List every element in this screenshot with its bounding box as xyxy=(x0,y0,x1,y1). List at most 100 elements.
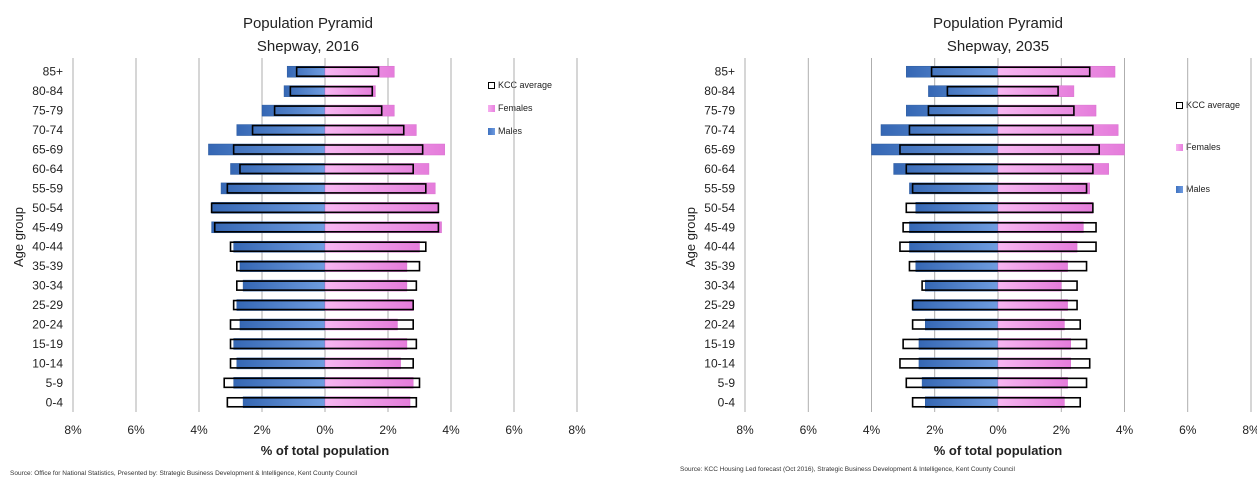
x-tick-label: 4% xyxy=(442,423,460,437)
bar-female xyxy=(324,124,417,136)
bar-kcc-average xyxy=(229,338,418,350)
bar-kcc-average xyxy=(213,221,440,233)
bar-kcc-average xyxy=(921,280,1078,291)
y-tick-label: 35-39 xyxy=(704,259,735,273)
bar-kcc-average xyxy=(210,202,440,214)
legend-swatch-kcc xyxy=(488,81,495,89)
bar-female xyxy=(324,318,398,331)
y-tick-label: 50-54 xyxy=(32,201,63,215)
y-tick-label: 15-19 xyxy=(704,337,735,351)
y-tick-label: 40-44 xyxy=(32,240,63,254)
bar-kcc-average xyxy=(911,396,1082,408)
y-tick-label: 60-64 xyxy=(704,162,735,176)
bar-kcc-average xyxy=(289,85,374,97)
bar-female xyxy=(997,124,1119,136)
bar-female xyxy=(324,279,408,292)
bar-female xyxy=(997,182,1090,195)
chart-panel-2016: Population Pyramid Shepway, 2016 KCC ave… xyxy=(0,0,620,479)
x-tick-label: 2% xyxy=(379,423,397,437)
legend-item-kcc: KCC average xyxy=(1176,95,1240,115)
x-tick-label: 2% xyxy=(253,423,271,437)
x-axis-label: % of total population xyxy=(934,443,1063,458)
chart-title-block: Population Pyramid Shepway, 2016 xyxy=(158,12,458,58)
y-tick-label: 25-29 xyxy=(704,298,735,312)
chart-title-block: Population Pyramid Shepway, 2035 xyxy=(848,12,1148,58)
legend-item-males: Males xyxy=(488,121,552,141)
bar-female xyxy=(997,260,1068,272)
y-tick-label: 60-64 xyxy=(32,162,63,176)
bar-female xyxy=(997,357,1071,370)
legend-label-kcc: KCC average xyxy=(498,80,553,90)
y-tick-label: 65-69 xyxy=(704,143,735,157)
bar-kcc-average xyxy=(911,319,1082,330)
chart-subtitle: Shepway, 2016 xyxy=(256,38,360,55)
legend-item-males: Males xyxy=(1176,179,1240,199)
y-tick-label: 65-69 xyxy=(32,143,63,157)
y-axis-label: Age group xyxy=(683,207,698,267)
source-note: Source: Office for National Statistics, … xyxy=(10,470,358,477)
legend-label-males: Males xyxy=(498,126,523,136)
bar-kcc-average xyxy=(232,299,414,311)
y-tick-label: 30-34 xyxy=(704,279,735,293)
y-tick-label: 0-4 xyxy=(46,395,64,409)
chart-right: 8% 6% 4% 2% 0% 2% 4% 6% 8% % of total population A… xyxy=(683,58,1257,458)
bar-female xyxy=(997,299,1068,311)
legend-swatch-females xyxy=(1176,143,1183,151)
bar-kcc-average xyxy=(905,377,1088,389)
bar-female xyxy=(997,240,1078,253)
legend-label-kcc: KCC average xyxy=(1186,100,1241,110)
bar-kcc-average xyxy=(905,202,1094,214)
bar-kcc-average xyxy=(251,124,405,136)
bar-kcc-average xyxy=(236,280,418,291)
x-tick-label: 8% xyxy=(64,423,82,437)
bar-female xyxy=(324,357,401,370)
y-tick-label: 5-9 xyxy=(46,376,64,390)
legend-swatch-males xyxy=(1176,185,1183,193)
chart-title: Population Pyramid xyxy=(242,15,374,32)
bar-kcc-average xyxy=(273,105,383,116)
bar-kcc-average xyxy=(911,183,1088,194)
legend-label-females: Females xyxy=(1186,142,1221,152)
y-tick-label: 45-49 xyxy=(32,220,63,234)
legend-swatch-females xyxy=(488,104,495,112)
bar-kcc-average xyxy=(908,260,1088,272)
bar-female xyxy=(997,143,1125,156)
y-tick-label: 10-14 xyxy=(704,356,735,370)
bar-kcc-average xyxy=(902,221,1097,233)
y-tick-label: 55-59 xyxy=(704,181,735,195)
chart-left: 8% 6% 4% 2% 0% 2% 4% 6% 8% % of total population A… xyxy=(11,58,586,458)
bar-female xyxy=(997,338,1071,350)
bar-kcc-average xyxy=(902,338,1088,350)
x-tick-label: 8% xyxy=(736,423,754,437)
x-tick-label: 8% xyxy=(1242,423,1257,437)
bar-female xyxy=(324,377,414,389)
bar-female xyxy=(997,163,1109,175)
bar-female xyxy=(324,240,420,253)
x-tick-label: 4% xyxy=(190,423,208,437)
bar-female xyxy=(324,260,408,272)
bar-kcc-average xyxy=(229,358,414,369)
bar-female xyxy=(997,279,1062,292)
bar-kcc-average xyxy=(899,144,1101,155)
bar-kcc-average xyxy=(946,85,1059,97)
bar-female xyxy=(997,318,1065,331)
legend-label-females: Females xyxy=(498,103,533,113)
x-tick-label: 0% xyxy=(316,423,334,437)
y-tick-label: 50-54 xyxy=(704,201,735,215)
x-tick-label: 4% xyxy=(1116,423,1134,437)
bar-kcc-average xyxy=(930,66,1091,78)
bar-female xyxy=(324,163,430,175)
y-tick-label: 80-84 xyxy=(704,84,735,98)
bar-kcc-average xyxy=(232,144,424,155)
x-tick-label: 6% xyxy=(127,423,145,437)
y-tick-label: 15-19 xyxy=(32,337,63,351)
y-tick-label: 55-59 xyxy=(32,181,63,195)
y-tick-label: 25-29 xyxy=(32,298,63,312)
y-tick-label: 80-84 xyxy=(32,84,63,98)
bar-female xyxy=(324,221,442,234)
x-axis-label: % of total population xyxy=(261,443,390,458)
bar-female xyxy=(997,85,1075,97)
y-tick-label: 0-4 xyxy=(718,395,736,409)
y-tick-label: 20-24 xyxy=(704,318,735,332)
